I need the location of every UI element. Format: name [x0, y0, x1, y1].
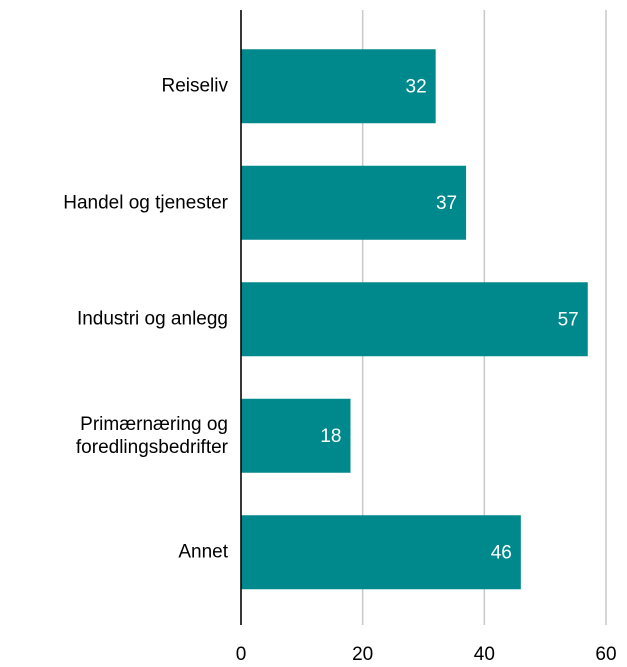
- x-tick-label: 20: [352, 644, 373, 665]
- bar: [241, 282, 588, 357]
- bar: [241, 515, 521, 590]
- y-tick-label: Annet: [178, 541, 228, 563]
- value-label: 46: [491, 542, 512, 563]
- bar: [241, 398, 351, 473]
- y-tick-label: Handel og tjenester: [63, 192, 228, 214]
- bar: [241, 165, 467, 240]
- y-tick-label: Reiseliv: [161, 75, 228, 97]
- bar: [241, 49, 436, 124]
- x-tick-label: 0: [236, 644, 247, 665]
- x-tick-label: 40: [474, 644, 495, 665]
- x-tick-label: 60: [595, 644, 616, 665]
- y-tick-label: Industri og anlegg: [76, 308, 228, 330]
- value-label: 32: [406, 76, 427, 97]
- value-label: 57: [558, 309, 579, 330]
- value-label: 18: [320, 426, 341, 447]
- y-tick-label: Primærnæring og foredlingsbedrifter: [75, 413, 228, 458]
- value-label: 37: [436, 193, 457, 214]
